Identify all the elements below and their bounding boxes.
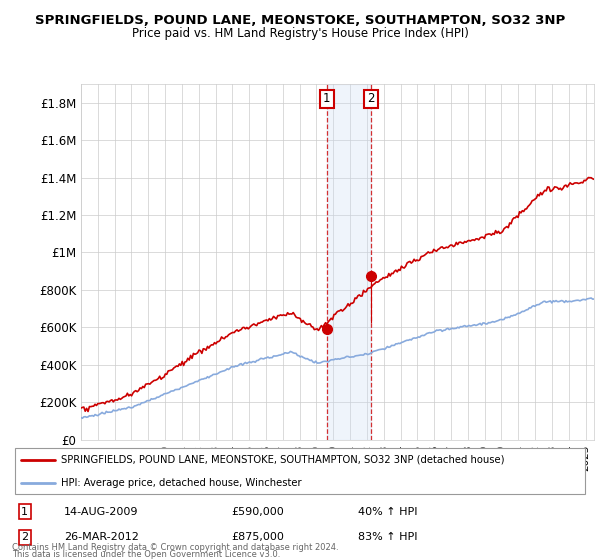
Text: SPRINGFIELDS, POUND LANE, MEONSTOKE, SOUTHAMPTON, SO32 3NP (detached house): SPRINGFIELDS, POUND LANE, MEONSTOKE, SOU… [61, 455, 505, 465]
Text: 14-AUG-2009: 14-AUG-2009 [64, 507, 139, 517]
Text: 1: 1 [21, 507, 28, 517]
Text: Contains HM Land Registry data © Crown copyright and database right 2024.: Contains HM Land Registry data © Crown c… [12, 543, 338, 552]
Text: This data is licensed under the Open Government Licence v3.0.: This data is licensed under the Open Gov… [12, 550, 280, 559]
Text: 1: 1 [323, 92, 331, 105]
Bar [327, 84, 371, 440]
Text: Price paid vs. HM Land Registry's House Price Index (HPI): Price paid vs. HM Land Registry's House … [131, 27, 469, 40]
Text: 83% ↑ HPI: 83% ↑ HPI [358, 533, 417, 543]
Text: 2: 2 [367, 92, 374, 105]
Text: £875,000: £875,000 [231, 533, 284, 543]
Text: £590,000: £590,000 [231, 507, 284, 517]
Text: SPRINGFIELDS, POUND LANE, MEONSTOKE, SOUTHAMPTON, SO32 3NP: SPRINGFIELDS, POUND LANE, MEONSTOKE, SOU… [35, 14, 565, 27]
Text: 26-MAR-2012: 26-MAR-2012 [64, 533, 139, 543]
Text: 40% ↑ HPI: 40% ↑ HPI [358, 507, 417, 517]
FancyBboxPatch shape [15, 449, 585, 493]
Text: HPI: Average price, detached house, Winchester: HPI: Average price, detached house, Winc… [61, 478, 302, 488]
Text: 2: 2 [21, 533, 28, 543]
